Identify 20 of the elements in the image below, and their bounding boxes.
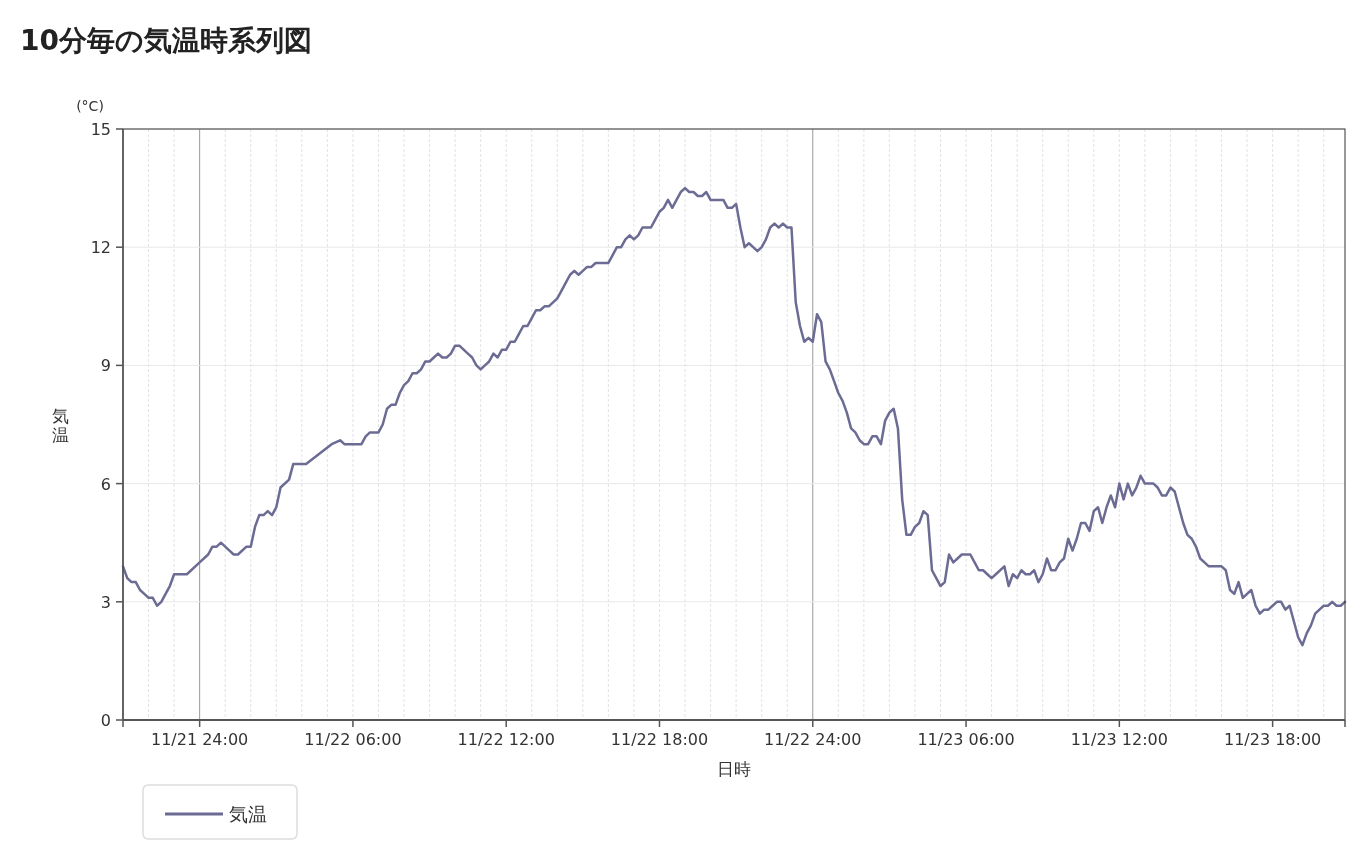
- y-tick-label: 0: [100, 711, 111, 730]
- x-axis-title: 日時: [717, 759, 751, 779]
- x-tick-label: 11/21 24:00: [150, 730, 249, 749]
- legend: 気温: [142, 784, 298, 840]
- y-tick-label: 15: [90, 120, 111, 139]
- y-axis-title: 気温: [51, 405, 69, 445]
- x-tick-label: 11/22 18:00: [610, 730, 709, 749]
- y-tick-label: 9: [100, 356, 111, 376]
- y-tick-label: 3: [100, 592, 111, 612]
- x-tick-label: 11/22 24:00: [764, 730, 862, 749]
- x-tick-label: 11/23 18:00: [1223, 730, 1322, 749]
- text: (°C): [76, 98, 104, 114]
- legend-label: 気温: [229, 803, 267, 825]
- chart-title: 10分毎の気温時系列図: [20, 24, 312, 57]
- x-tick-label: 11/23 12:00: [1070, 730, 1168, 749]
- x-tick-label: 11/22 12:00: [457, 730, 555, 749]
- y-tick-label: 12: [90, 238, 111, 258]
- y-tick-label: 6: [100, 474, 111, 494]
- x-tick-label: 11/22 06:00: [304, 730, 402, 749]
- x-tick-label: 11/23 06:00: [917, 730, 1015, 749]
